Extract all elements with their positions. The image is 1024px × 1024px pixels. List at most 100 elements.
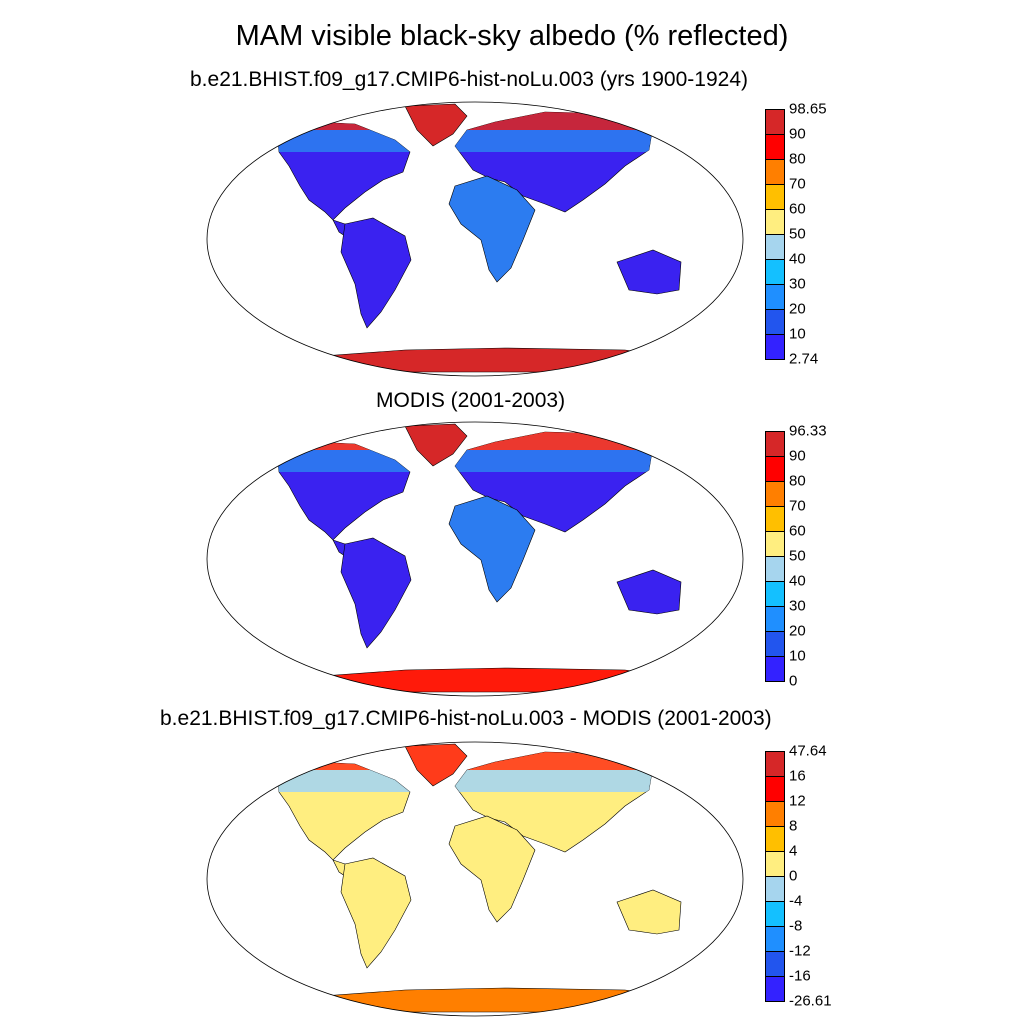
colorbar-swatch xyxy=(765,876,785,902)
colorbar-label: -16 xyxy=(789,967,811,985)
colorbar-swatch xyxy=(765,334,785,360)
boreal-band xyxy=(455,130,653,152)
colorbar-swatch xyxy=(765,506,785,532)
colorbar-label: -26.61 xyxy=(789,992,832,1010)
colorbar-label: 0 xyxy=(789,672,798,690)
panel-1-map xyxy=(206,101,744,377)
panel-2-colorbar: 96.33 90 80 70 60 50 40 30 20 10 0 xyxy=(765,423,827,690)
arctic-band xyxy=(455,432,653,450)
colorbar-swatch xyxy=(765,481,785,507)
colorbar-label: 60 xyxy=(789,200,806,218)
colorbar-label: 40 xyxy=(789,250,806,268)
colorbar-label: 90 xyxy=(789,447,806,465)
colorbar-label: 70 xyxy=(789,175,806,193)
arctic-band xyxy=(455,752,653,770)
colorbar-swatch xyxy=(765,801,785,827)
colorbar-swatch xyxy=(765,901,785,927)
map-frame xyxy=(206,421,744,697)
colorbar-label: 70 xyxy=(789,497,806,515)
panel-3-map xyxy=(206,741,744,1017)
colorbar-swatch xyxy=(765,531,785,557)
colorbar-label: 30 xyxy=(789,275,806,293)
colorbar-swatch xyxy=(765,556,785,582)
south-america xyxy=(340,857,412,969)
boreal-band xyxy=(455,450,653,472)
south-america xyxy=(340,537,412,649)
boreal-band xyxy=(277,130,410,152)
colorbar-label: 80 xyxy=(789,150,806,168)
colorbar-swatch xyxy=(765,234,785,260)
colorbar-swatch xyxy=(765,209,785,235)
colorbar-label: 2.74 xyxy=(789,350,819,368)
colorbar-label: 40 xyxy=(789,572,806,590)
colorbar-label: 50 xyxy=(789,225,806,243)
colorbar-swatch xyxy=(765,926,785,952)
colorbar-swatch xyxy=(765,309,785,335)
africa xyxy=(448,815,536,923)
colorbar-label: -8 xyxy=(789,917,803,935)
panel-2-map xyxy=(206,421,744,697)
colorbar-swatch xyxy=(765,159,785,185)
colorbar-swatch xyxy=(765,976,785,1002)
colorbar-label: 4 xyxy=(789,842,798,860)
colorbar-label: 96.33 xyxy=(789,422,827,440)
colorbar-swatch xyxy=(765,109,785,135)
colorbar-swatch xyxy=(765,134,785,160)
colorbar-swatch xyxy=(765,184,785,210)
colorbar-swatch xyxy=(765,776,785,802)
south-america xyxy=(340,217,412,329)
colorbar-swatch xyxy=(765,826,785,852)
colorbar-swatch xyxy=(765,656,785,682)
colorbar-swatch xyxy=(765,631,785,657)
colorbar-label: 80 xyxy=(789,472,806,490)
colorbar-label: 47.64 xyxy=(789,742,827,760)
colorbar-swatch xyxy=(765,284,785,310)
colorbar-label: 8 xyxy=(789,817,798,835)
arctic-band xyxy=(277,442,410,450)
colorbar-swatch xyxy=(765,581,785,607)
boreal-band xyxy=(277,450,410,472)
greenland xyxy=(404,103,468,147)
colorbar-label: 10 xyxy=(789,325,806,343)
colorbar-swatch xyxy=(765,259,785,285)
map-frame xyxy=(206,741,744,1017)
arctic-band xyxy=(277,122,410,130)
colorbar-label: 12 xyxy=(789,792,806,810)
colorbar-swatch xyxy=(765,851,785,877)
colorbar-swatch xyxy=(765,751,785,777)
colorbar-label: 16 xyxy=(789,767,806,785)
figure-title: MAM visible black-sky albedo (% reflecte… xyxy=(235,20,789,52)
panel-3-title: b.e21.BHIST.f09_g17.CMIP6-hist-noLu.003 … xyxy=(160,707,772,730)
colorbar-label: 20 xyxy=(789,300,806,318)
colorbar-swatch xyxy=(765,951,785,977)
colorbar-label: 0 xyxy=(789,867,798,885)
arctic-band xyxy=(277,762,410,770)
greenland xyxy=(404,423,468,467)
colorbar-swatch xyxy=(765,606,785,632)
panel-1-title: b.e21.BHIST.f09_g17.CMIP6-hist-noLu.003 … xyxy=(190,68,748,91)
australia xyxy=(616,889,682,935)
colorbar-swatch xyxy=(765,431,785,457)
colorbar-label: 20 xyxy=(789,622,806,640)
colorbar-label: 30 xyxy=(789,597,806,615)
colorbar-swatch xyxy=(765,456,785,482)
colorbar-label: -4 xyxy=(789,892,803,910)
panel-3-colorbar: 47.64 16 12 8 4 0 -4 -8 -12 -16 -26.61 xyxy=(765,743,832,1010)
africa xyxy=(448,495,536,603)
australia xyxy=(616,249,682,295)
greenland xyxy=(404,743,468,787)
colorbar-label: 50 xyxy=(789,547,806,565)
panel-2-title: MODIS (2001-2003) xyxy=(376,389,566,412)
arctic-band xyxy=(455,112,653,130)
boreal-band xyxy=(277,770,410,792)
boreal-band xyxy=(455,770,653,792)
colorbar-label: -12 xyxy=(789,942,811,960)
colorbar-label: 10 xyxy=(789,647,806,665)
australia xyxy=(616,569,682,615)
map-frame xyxy=(206,101,744,377)
africa xyxy=(448,175,536,283)
colorbar-label: 60 xyxy=(789,522,806,540)
colorbar-label: 98.65 xyxy=(789,100,827,118)
panel-1-colorbar: 98.65 90 80 70 60 50 40 30 20 10 2.74 xyxy=(765,101,827,368)
colorbar-label: 90 xyxy=(789,125,806,143)
